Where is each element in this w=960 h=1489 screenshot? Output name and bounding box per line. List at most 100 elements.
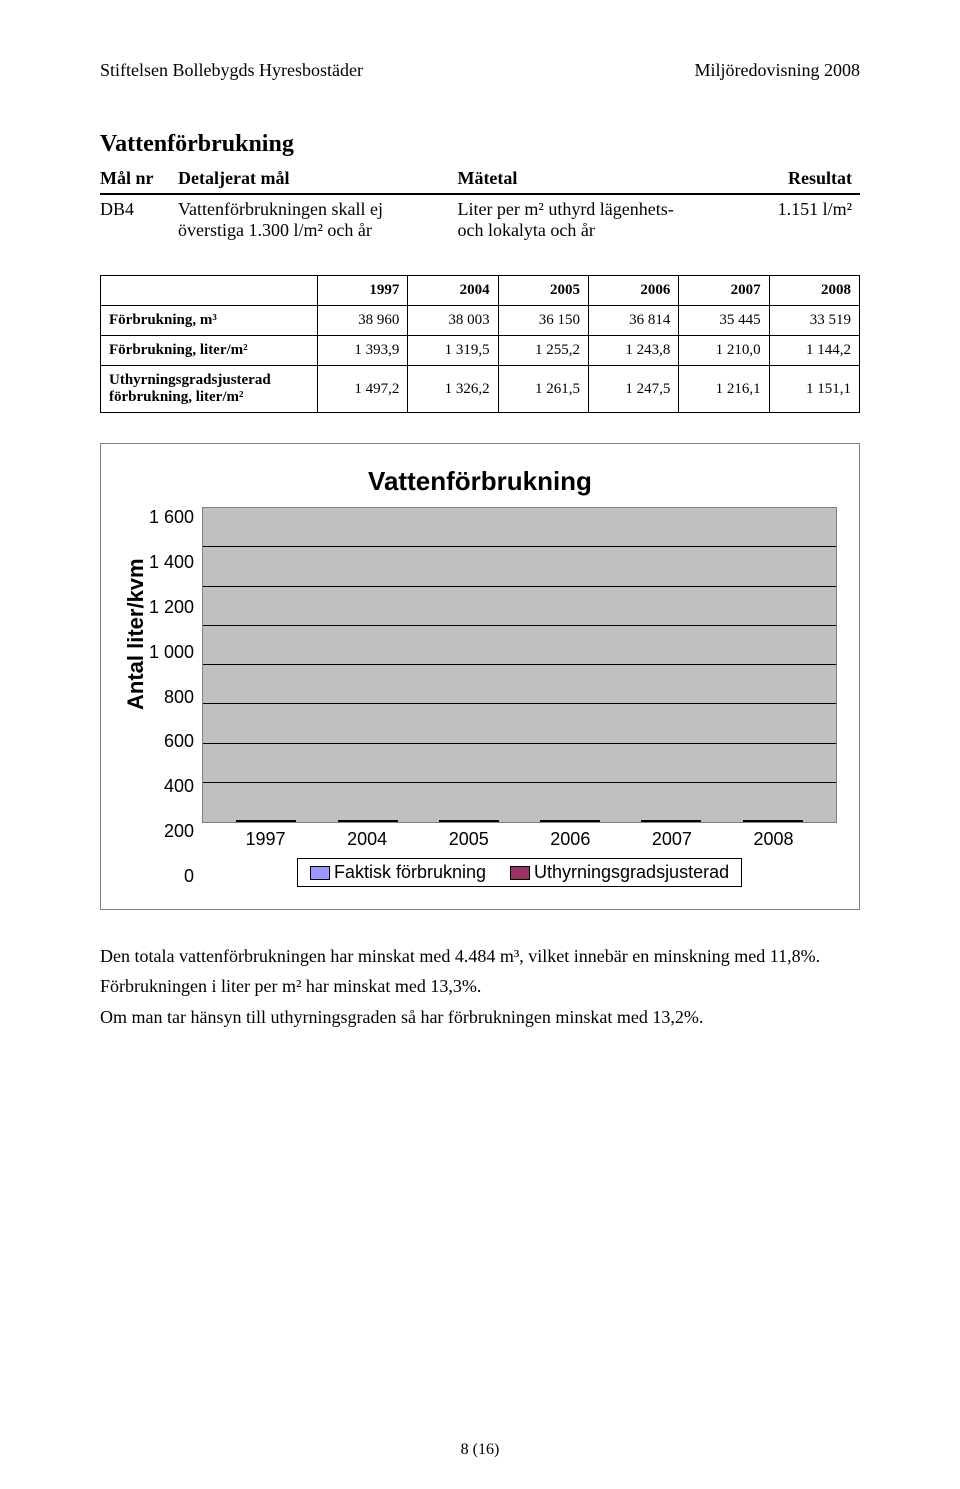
grid-line <box>203 743 836 744</box>
header-right: Miljöredovisning 2008 <box>695 60 861 81</box>
goal-table: Mål nr Detaljerat mål Mätetal Resultat D… <box>100 164 860 245</box>
goal-col-malnr: Mål nr <box>100 164 178 194</box>
row-cell: 1 497,2 <box>318 366 408 413</box>
bar <box>743 820 773 822</box>
bar-group <box>325 820 410 822</box>
x-tick: 1997 <box>223 829 308 850</box>
row-cell: 1 151,1 <box>769 366 859 413</box>
page-number: 8 (16) <box>461 1441 500 1459</box>
row-cell: 36 814 <box>588 306 678 336</box>
row-cell: 1 243,8 <box>588 336 678 366</box>
data-table: 1997 2004 2005 2006 2007 2008 Förbruknin… <box>100 275 860 413</box>
row-label: Förbrukning, liter/m² <box>101 336 318 366</box>
year-2007: 2007 <box>679 276 769 306</box>
bar-group <box>730 820 815 822</box>
grid-line <box>203 546 836 547</box>
page: Stiftelsen Bollebygds Hyresbostäder Milj… <box>0 0 960 1489</box>
grid-line <box>203 625 836 626</box>
legend-swatch <box>310 866 330 880</box>
row-cell: 1 393,9 <box>318 336 408 366</box>
year-2004: 2004 <box>408 276 498 306</box>
y-tick: 400 <box>149 776 194 797</box>
bar-group <box>224 820 309 822</box>
bar-group <box>528 820 613 822</box>
goal-detail: Vattenförbrukningen skall ej överstiga 1… <box>178 194 457 245</box>
chart-title: Vattenförbrukning <box>123 466 837 497</box>
row-cell: 1 144,2 <box>769 336 859 366</box>
running-header: Stiftelsen Bollebygds Hyresbostäder Milj… <box>100 60 860 81</box>
legend-item: Uthyrningsgradsjusterad <box>510 862 729 883</box>
table-row: Förbrukning, m³38 96038 00336 15036 8143… <box>101 306 860 336</box>
table-row: Uthyrningsgradsjusterad förbrukning, lit… <box>101 366 860 413</box>
row-cell: 1 326,2 <box>408 366 498 413</box>
chart-bars-layer <box>203 508 836 822</box>
goal-result: 1.151 l/m² <box>752 194 860 245</box>
y-tick: 0 <box>149 866 194 887</box>
x-tick: 2007 <box>629 829 714 850</box>
bar-group <box>629 820 714 822</box>
legend-swatch <box>510 866 530 880</box>
row-cell: 1 216,1 <box>679 366 769 413</box>
year-2006: 2006 <box>588 276 678 306</box>
row-cell: 38 003 <box>408 306 498 336</box>
body-p3: Om man tar hänsyn till uthyrningsgraden … <box>100 1005 860 1029</box>
legend-label: Uthyrningsgradsjusterad <box>534 862 729 882</box>
goal-detail-l1: Vattenförbrukningen skall ej <box>178 199 383 219</box>
chart-plot-area <box>202 507 837 823</box>
header-left: Stiftelsen Bollebygds Hyresbostäder <box>100 60 363 81</box>
row-cell: 36 150 <box>498 306 588 336</box>
y-tick: 1 200 <box>149 597 194 618</box>
row-label: Förbrukning, m³ <box>101 306 318 336</box>
y-tick: 800 <box>149 687 194 708</box>
bar <box>338 820 368 822</box>
row-label: Uthyrningsgradsjusterad förbrukning, lit… <box>101 366 318 413</box>
goal-metric-l2: och lokalyta och år <box>457 220 594 240</box>
bar <box>236 820 266 822</box>
y-axis-label: Antal liter/kvm <box>123 684 149 710</box>
bar <box>570 820 600 822</box>
body-p2: Förbrukningen i liter per m² har minskat… <box>100 974 860 998</box>
x-axis-ticks: 1997 2004 2005 2006 2007 2008 <box>202 829 837 850</box>
bar <box>469 820 499 822</box>
goal-col-matetal: Mätetal <box>457 164 751 194</box>
chart-frame: Vattenförbrukning Antal liter/kvm 1 6001… <box>100 443 860 910</box>
bar <box>439 820 469 822</box>
row-cell: 1 261,5 <box>498 366 588 413</box>
goal-metric-l1: Liter per m² uthyrd lägenhets- <box>457 199 673 219</box>
year-1997: 1997 <box>318 276 408 306</box>
goal-id: DB4 <box>100 194 178 245</box>
row-cell: 1 210,0 <box>679 336 769 366</box>
grid-line <box>203 703 836 704</box>
grid-line <box>203 782 836 783</box>
grid-line <box>203 586 836 587</box>
row-cell: 38 960 <box>318 306 408 336</box>
y-tick: 1 400 <box>149 552 194 573</box>
y-tick: 200 <box>149 821 194 842</box>
x-tick: 2008 <box>731 829 816 850</box>
goal-col-resultat: Resultat <box>752 164 860 194</box>
row-cell: 1 247,5 <box>588 366 678 413</box>
bar <box>641 820 671 822</box>
x-tick: 2004 <box>324 829 409 850</box>
goal-detail-l2: överstiga 1.300 l/m² och år <box>178 220 372 240</box>
year-2008: 2008 <box>769 276 859 306</box>
year-2005: 2005 <box>498 276 588 306</box>
row-cell: 35 445 <box>679 306 769 336</box>
body-text: Den totala vattenförbrukningen har minsk… <box>100 944 860 1029</box>
section-title: Vattenförbrukning <box>100 131 860 158</box>
x-tick: 2005 <box>426 829 511 850</box>
table-row: Förbrukning, liter/m²1 393,91 319,51 255… <box>101 336 860 366</box>
y-tick: 1 000 <box>149 642 194 663</box>
bar <box>671 820 701 822</box>
grid-line <box>203 664 836 665</box>
row-cell: 1 319,5 <box>408 336 498 366</box>
body-p1: Den totala vattenförbrukningen har minsk… <box>100 944 860 968</box>
y-tick: 1 600 <box>149 507 194 528</box>
y-axis-ticks: 1 600 1 400 1 200 1 000 800 600 400 200 0 <box>149 507 202 887</box>
x-tick: 2006 <box>528 829 613 850</box>
bar <box>266 820 296 822</box>
legend-label: Faktisk förbrukning <box>334 862 486 882</box>
y-tick: 600 <box>149 731 194 752</box>
row-cell: 1 255,2 <box>498 336 588 366</box>
bar <box>773 820 803 822</box>
